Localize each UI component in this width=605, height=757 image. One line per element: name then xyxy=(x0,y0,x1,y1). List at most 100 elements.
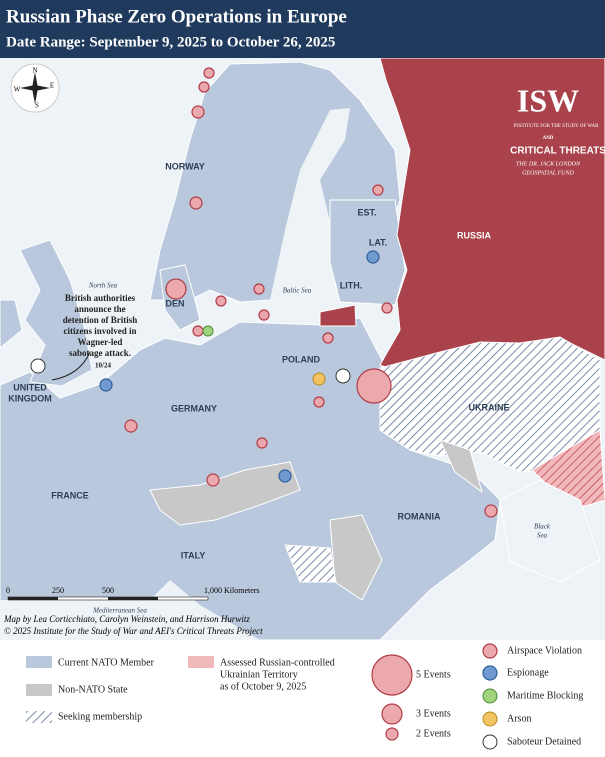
logo-fund: THE DR. JACK LONDON xyxy=(516,161,581,167)
country-label: NORWAY xyxy=(165,161,205,171)
annotation-arrow xyxy=(51,351,91,381)
scale-label: 250 xyxy=(52,586,64,595)
annotation-line: Wagner-led xyxy=(78,337,123,347)
title: Russian Phase Zero Operations in Europe xyxy=(6,6,347,27)
credit: © 2025 Institute for the Study of War an… xyxy=(4,626,263,636)
legend-label: Maritime Blocking xyxy=(507,690,583,701)
scale-segment xyxy=(8,597,58,600)
event xyxy=(356,368,392,404)
country-label: DEN xyxy=(165,298,184,308)
event xyxy=(198,81,210,93)
country-label: UNITED xyxy=(13,382,47,392)
annotation-line: citizens involved in xyxy=(63,326,136,336)
compass-s: S xyxy=(35,102,39,110)
legend-label: 2 Events xyxy=(416,728,451,739)
annotation-line: detention of British xyxy=(63,315,138,325)
legend-label: Espionage xyxy=(507,667,549,678)
subtitle: Date Range: September 9, 2025 to October… xyxy=(6,34,335,50)
legend-symbol xyxy=(482,688,498,704)
compass-n: N xyxy=(32,67,37,75)
event xyxy=(256,437,268,449)
scale-bar: 0 250 500 1,000 Kilometers xyxy=(6,586,260,601)
event xyxy=(253,283,265,295)
event xyxy=(191,105,205,119)
legend-label: Airspace Violation xyxy=(507,645,582,656)
event xyxy=(203,67,215,79)
annotation: British authorities announce the detenti… xyxy=(63,293,138,370)
sea-label: Black xyxy=(534,523,551,531)
event xyxy=(206,473,220,487)
legend-swatch xyxy=(26,656,52,668)
legend-swatch xyxy=(188,656,214,668)
uk xyxy=(19,239,93,387)
logo-and: AND xyxy=(543,136,554,141)
scale-segment xyxy=(108,597,158,600)
saboteur-icon xyxy=(30,358,46,374)
legend-size xyxy=(381,703,403,725)
events xyxy=(30,67,498,518)
event xyxy=(215,295,227,307)
header xyxy=(0,0,605,58)
scale-label: 500 xyxy=(102,586,114,595)
event xyxy=(189,196,203,210)
legend-size xyxy=(385,727,399,741)
black-sea xyxy=(499,479,601,583)
scale-label: 0 xyxy=(6,586,10,595)
ireland xyxy=(0,299,23,349)
sea-label: Mediterranean Sea xyxy=(92,607,147,615)
event xyxy=(484,504,498,518)
country-label: RUSSIA xyxy=(457,230,492,240)
event xyxy=(202,325,214,337)
compass-needle xyxy=(20,85,50,91)
bosnia xyxy=(284,544,337,583)
legend: Current NATO Member Non-NATO State Seeki… xyxy=(26,643,583,750)
event xyxy=(372,184,384,196)
country-label: EST. xyxy=(357,207,376,217)
country-label: GERMANY xyxy=(171,403,217,413)
legend-symbol xyxy=(482,711,498,727)
legend-swatch xyxy=(26,711,52,723)
scale-label: 1,000 Kilometers xyxy=(204,586,260,595)
labels: NORWAY EST. LAT. LITH. DEN POLAND GERMAN… xyxy=(8,161,551,614)
country-label: LITH. xyxy=(340,280,363,290)
annotation-line: British authorities xyxy=(65,293,136,303)
logo-ct: CRITICAL THREATS xyxy=(510,146,605,157)
event xyxy=(366,250,380,264)
country-label: UKRAINE xyxy=(468,402,509,412)
event xyxy=(258,309,270,321)
non-nato-alps xyxy=(149,461,301,526)
legend-symbol xyxy=(482,643,498,659)
country-label: FRANCE xyxy=(51,490,89,500)
event xyxy=(99,378,113,392)
legend-label: Assessed Russian-controlled xyxy=(220,657,335,668)
compass-e: E xyxy=(50,82,54,90)
legend-label: Ukrainian Territory xyxy=(220,669,298,680)
event xyxy=(165,278,187,300)
kaliningrad xyxy=(319,304,357,327)
event xyxy=(278,469,292,483)
credit: Map by Lea Corticchiato, Carolyn Weinste… xyxy=(3,614,250,624)
event xyxy=(124,419,138,433)
country-label: ROMANIA xyxy=(398,511,441,521)
event xyxy=(312,372,326,386)
logo: ISW INSTITUTE FOR THE STUDY OF WAR AND C… xyxy=(510,82,605,176)
sea-label: Sea xyxy=(537,532,548,540)
country-label: LAT. xyxy=(369,237,387,247)
legend-symbol xyxy=(482,734,498,750)
event xyxy=(192,325,204,337)
moldova xyxy=(439,439,483,494)
sea-label: North Sea xyxy=(88,282,118,290)
baltic-states xyxy=(329,199,406,306)
legend-label: Seeking membership xyxy=(58,711,142,722)
event xyxy=(313,396,325,408)
compass-w: W xyxy=(14,86,21,94)
logo-isw-full: INSTITUTE FOR THE STUDY OF WAR xyxy=(513,124,599,129)
legend-label: Non-NATO State xyxy=(58,684,128,695)
country-label: ITALY xyxy=(181,550,206,560)
event xyxy=(322,332,334,344)
event xyxy=(381,302,393,314)
legend-label: as of October 9, 2025 xyxy=(220,681,306,692)
legend-label: Saboteur Detained xyxy=(507,736,581,747)
annotation-line: announce the xyxy=(74,304,125,314)
